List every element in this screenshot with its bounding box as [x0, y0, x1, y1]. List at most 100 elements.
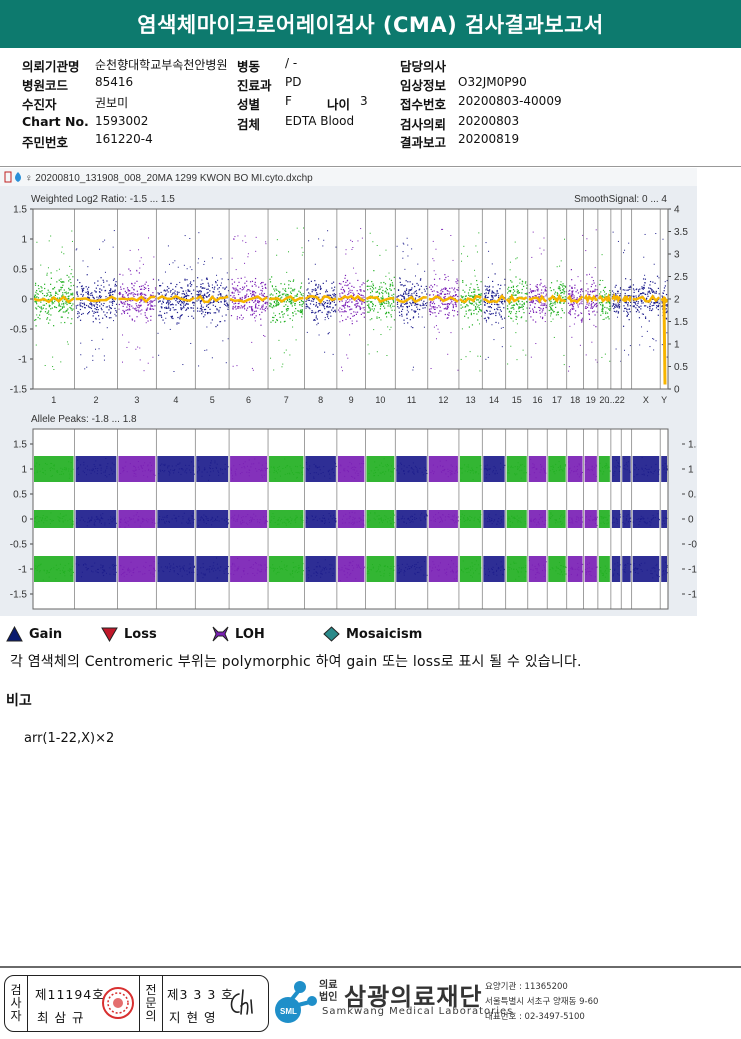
- data-point: [177, 463, 179, 465]
- data-point: [75, 305, 77, 307]
- data-point: [145, 316, 147, 318]
- data-point: [168, 302, 170, 304]
- data-point: [206, 296, 208, 298]
- data-point: [139, 301, 141, 304]
- data-point: [363, 463, 365, 465]
- data-point: [286, 569, 288, 571]
- data-point: [545, 305, 548, 307]
- data-point: [443, 296, 445, 298]
- data-point: [341, 567, 343, 569]
- data-point: [300, 310, 302, 312]
- data-point: [91, 470, 93, 472]
- data-point: [71, 309, 73, 311]
- data-point: [200, 517, 202, 519]
- data-point: [389, 329, 391, 331]
- data-point: [288, 301, 290, 303]
- data-point: [290, 287, 292, 289]
- data-point: [103, 471, 105, 473]
- data-point: [324, 319, 326, 321]
- data-point: [517, 301, 520, 303]
- data-point: [496, 569, 498, 571]
- data-point: [287, 307, 289, 310]
- data-point: [206, 288, 208, 291]
- data-point: [403, 319, 405, 321]
- data-point: [413, 472, 415, 474]
- data-point: [203, 469, 205, 471]
- data-point: [120, 518, 122, 520]
- data-point: [139, 347, 141, 349]
- data-point: [123, 311, 126, 313]
- data-point: [225, 286, 228, 288]
- data-point: [453, 287, 456, 289]
- data-point: [244, 276, 246, 278]
- data-point: [44, 519, 46, 521]
- data-point: [419, 279, 422, 281]
- data-point: [372, 284, 375, 287]
- data-point: [318, 238, 320, 240]
- data-point: [100, 307, 102, 309]
- data-point: [114, 517, 116, 519]
- data-point: [385, 290, 387, 292]
- data-point: [265, 241, 267, 243]
- data-point: [262, 304, 264, 306]
- data-point: [129, 304, 131, 306]
- data-point: [529, 304, 532, 306]
- data-point: [380, 520, 382, 522]
- data-point: [359, 286, 361, 288]
- data-point: [242, 306, 244, 308]
- data-point: [478, 573, 480, 575]
- data-point: [237, 293, 240, 296]
- data-point: [302, 467, 304, 469]
- data-point: [317, 473, 319, 475]
- data-point: [276, 571, 278, 573]
- report-title: 염색체마이크로어레이검사 (CMA) 검사결과보고서: [0, 0, 741, 48]
- data-point: [212, 468, 214, 470]
- data-point: [214, 462, 216, 464]
- data-point: [512, 294, 514, 296]
- data-point: [498, 304, 500, 306]
- data-point: [110, 289, 112, 291]
- data-point: [355, 272, 357, 274]
- data-point: [377, 469, 379, 471]
- data-point: [500, 468, 502, 470]
- data-point: [248, 475, 250, 477]
- data-point: [403, 521, 405, 523]
- data-point: [417, 471, 419, 473]
- data-point: [378, 292, 380, 294]
- data-point: [446, 303, 448, 305]
- data-point: [257, 568, 259, 570]
- data-point: [330, 296, 333, 298]
- data-point: [435, 297, 437, 299]
- data-point: [401, 284, 403, 286]
- data-point: [236, 285, 239, 287]
- data-point: [426, 515, 428, 517]
- data-point: [67, 292, 70, 294]
- data-point: [188, 517, 190, 519]
- data-point: [456, 278, 458, 280]
- data-point: [237, 557, 239, 559]
- data-point: [516, 515, 518, 517]
- data-point: [253, 513, 255, 515]
- data-point: [70, 470, 72, 472]
- data-point: [536, 286, 538, 289]
- data-point: [343, 290, 346, 292]
- data-point: [295, 515, 297, 517]
- data-point: [166, 307, 168, 309]
- data-point: [225, 521, 227, 523]
- data-point: [153, 256, 155, 258]
- data-point: [542, 307, 545, 310]
- data-point: [90, 292, 92, 295]
- data-point: [374, 513, 376, 515]
- data-point: [315, 315, 317, 317]
- data-point: [423, 574, 425, 576]
- data-point: [444, 288, 447, 291]
- data-point: [98, 291, 101, 293]
- data-point: [236, 520, 238, 522]
- data-point: [158, 292, 160, 295]
- data-point: [456, 468, 458, 470]
- data-point: [278, 517, 280, 519]
- data-point: [148, 519, 150, 521]
- data-point: [415, 466, 417, 468]
- data-point: [152, 292, 154, 294]
- data-point: [518, 466, 520, 468]
